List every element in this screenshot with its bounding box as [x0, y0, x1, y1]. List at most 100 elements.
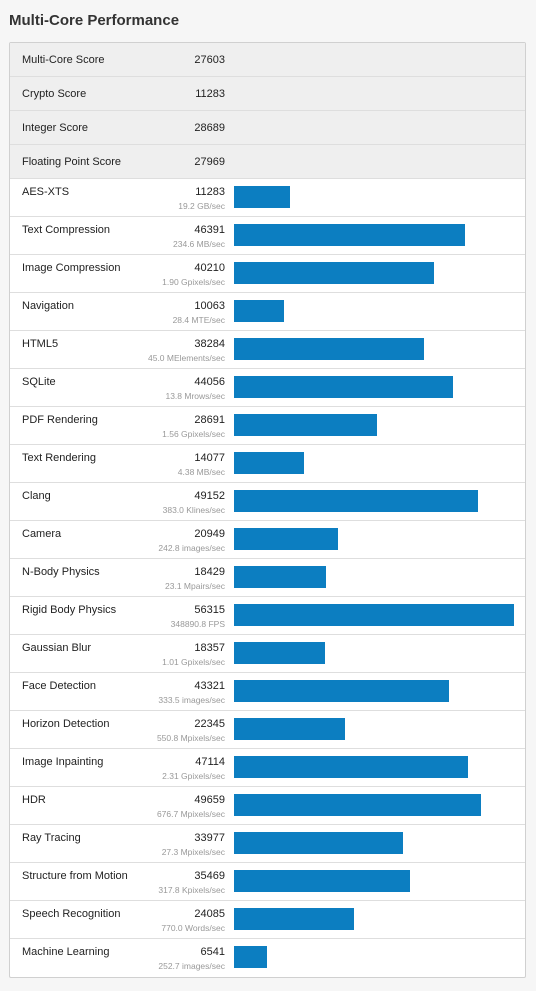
benchmark-row: Image Compression 40210 1.90 Gpixels/sec [10, 255, 525, 293]
benchmark-score: 14077 [194, 452, 225, 464]
benchmark-row: HDR 49659 676.7 Mpixels/sec [10, 787, 525, 825]
score-bar [234, 794, 481, 816]
benchmark-row: AES-XTS 11283 19.2 GB/sec [10, 179, 525, 217]
benchmark-detail: 45.0 MElements/sec [147, 353, 225, 363]
benchmark-detail: 1.01 Gpixels/sec [162, 657, 225, 667]
benchmark-row: Text Compression 46391 234.6 MB/sec [10, 217, 525, 255]
benchmark-score: 10063 [194, 300, 225, 312]
benchmark-row: Rigid Body Physics 56315 348890.8 FPS [10, 597, 525, 635]
benchmark-name: Text Compression [22, 224, 111, 236]
benchmark-score: 28691 [194, 414, 225, 426]
benchmark-name: Ray Tracing [22, 832, 81, 844]
score-bar [234, 832, 403, 854]
benchmark-name: Image Inpainting [22, 756, 104, 768]
benchmark-name: Speech Recognition [22, 908, 121, 920]
score-label: Floating Point Score [22, 156, 122, 168]
score-bar [234, 414, 377, 436]
benchmark-score: 35469 [194, 870, 225, 882]
benchmark-name: Navigation [22, 300, 74, 312]
benchmark-score: 38284 [194, 338, 225, 350]
benchmark-row: N-Body Physics 18429 23.1 Mpairs/sec [10, 559, 525, 597]
benchmark-name: Clang [22, 490, 51, 502]
benchmark-detail: 252.7 images/sec [158, 961, 225, 971]
summary-row: Multi-Core Score 27603 [10, 43, 525, 77]
score-bar [234, 604, 514, 626]
score-bar [234, 756, 469, 778]
benchmark-detail: 19.2 GB/sec [178, 201, 225, 211]
benchmark-detail: 348890.8 FPS [170, 619, 225, 629]
benchmark-row: Machine Learning 6541 252.7 images/sec [10, 939, 525, 977]
score-bar [234, 718, 346, 740]
benchmark-name: N-Body Physics [22, 566, 100, 578]
score-bar [234, 680, 450, 702]
benchmark-score: 56315 [194, 604, 225, 616]
benchmark-detail: 383.0 Klines/sec [162, 505, 225, 515]
benchmark-row: Speech Recognition 24085 770.0 Words/sec [10, 901, 525, 939]
benchmark-row: Gaussian Blur 18357 1.01 Gpixels/sec [10, 635, 525, 673]
benchmark-row: Text Rendering 14077 4.38 MB/sec [10, 445, 525, 483]
benchmark-score: 18357 [194, 642, 225, 654]
benchmark-detail: 2.31 Gpixels/sec [162, 771, 225, 781]
benchmark-score: 22345 [194, 718, 225, 730]
benchmark-detail: 1.56 Gpixels/sec [162, 429, 225, 439]
score-bar [234, 186, 291, 208]
benchmark-row: Clang 49152 383.0 Klines/sec [10, 483, 525, 521]
score-value: 28689 [194, 122, 225, 134]
benchmark-name: Machine Learning [22, 946, 110, 958]
benchmark-score: 44056 [194, 376, 225, 388]
score-bar [234, 870, 411, 892]
benchmark-name: AES-XTS [22, 186, 70, 198]
score-bar [234, 376, 454, 398]
score-bar [234, 338, 425, 360]
benchmark-detail: 234.6 MB/sec [173, 239, 225, 249]
score-bar [234, 224, 465, 246]
score-bar [234, 300, 285, 322]
benchmark-name: Text Rendering [22, 452, 96, 464]
score-bar [234, 946, 267, 968]
benchmark-detail: 28.4 MTE/sec [172, 315, 225, 325]
benchmark-detail: 4.38 MB/sec [177, 467, 225, 477]
score-bar [234, 490, 479, 512]
score-bar [234, 908, 354, 930]
score-value: 11283 [195, 88, 225, 100]
benchmark-name: Face Detection [22, 680, 96, 692]
benchmark-score: 43321 [194, 680, 225, 692]
benchmark-name: HDR [22, 794, 46, 806]
benchmark-row: Ray Tracing 33977 27.3 Mpixels/sec [10, 825, 525, 863]
benchmark-row: PDF Rendering 28691 1.56 Gpixels/sec [10, 407, 525, 445]
score-bar [234, 452, 304, 474]
benchmark-detail: 1.90 Gpixels/sec [162, 277, 225, 287]
benchmark-row: Image Inpainting 47114 2.31 Gpixels/sec [10, 749, 525, 787]
results-panel: Multi-Core Score 27603 Crypto Score 11283 In… [9, 42, 526, 978]
benchmark-name: Rigid Body Physics [22, 604, 117, 616]
benchmark-name: Gaussian Blur [22, 642, 92, 654]
benchmark-detail: 27.3 Mpixels/sec [161, 847, 225, 857]
benchmark-row: Face Detection 43321 333.5 images/sec [10, 673, 525, 711]
benchmark-detail: 770.0 Words/sec [161, 923, 225, 933]
summary-row: Crypto Score 11283 [10, 77, 525, 111]
score-bar [234, 262, 434, 284]
benchmark-detail: 242.8 images/sec [158, 543, 225, 553]
benchmark-score: 47114 [195, 756, 225, 768]
benchmark-name: Structure from Motion [22, 870, 128, 882]
benchmark-row: Camera 20949 242.8 images/sec [10, 521, 525, 559]
benchmark-name: Horizon Detection [22, 718, 110, 730]
benchmark-detail: 333.5 images/sec [158, 695, 225, 705]
benchmark-score: 11283 [195, 186, 225, 198]
score-bar [234, 642, 326, 664]
benchmark-score: 33977 [194, 832, 225, 844]
benchmark-score: 49152 [194, 490, 225, 502]
score-label: Integer Score [22, 122, 89, 134]
benchmark-name: SQLite [22, 376, 56, 388]
summary-row: Integer Score 28689 [10, 111, 525, 145]
benchmark-row: Structure from Motion 35469 317.8 Kpixels/… [10, 863, 525, 901]
benchmark-score: 40210 [194, 262, 225, 274]
benchmark-detail: 550.8 Mpixels/sec [156, 733, 225, 743]
benchmark-name: Image Compression [22, 262, 121, 274]
benchmark-row: Navigation 10063 28.4 MTE/sec [10, 293, 525, 331]
benchmark-score: 18429 [194, 566, 225, 578]
score-bar [234, 528, 339, 550]
benchmark-score: 20949 [194, 528, 225, 540]
benchmark-row: Horizon Detection 22345 550.8 Mpixels/sec [10, 711, 525, 749]
